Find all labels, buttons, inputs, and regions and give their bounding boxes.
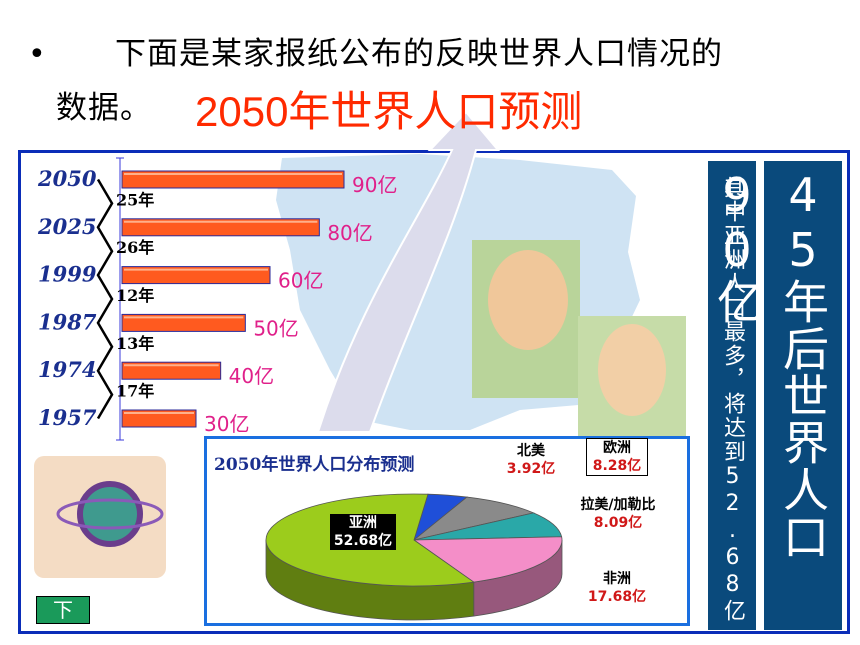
pie-slice-拉美/加勒比 [413, 512, 563, 541]
interval-label-4: 13年 [116, 334, 154, 353]
globe-icon [77, 481, 143, 547]
category-label-2050: 2050 [37, 166, 97, 191]
category-label-1987: 1987 [38, 309, 97, 334]
intro-text-line1: 下面是某家报纸公布的反映世界人口情况的 [115, 36, 723, 72]
bar-1999 [121, 266, 271, 285]
pie-label-name: 北美 [517, 443, 545, 459]
pie-label-value: 3.92亿 [506, 461, 556, 477]
pie-label-欧洲: 欧洲 8.28亿 [586, 438, 648, 476]
pie-chart-title: 2050年世界人口分布预测 [214, 455, 415, 475]
pie-slice-非洲 [412, 536, 563, 583]
category-label-1957: 1957 [38, 405, 97, 430]
slide-title: 2050年世界人口预测 [195, 88, 583, 135]
interval-zigzag [96, 178, 114, 420]
category-label-1999: 1999 [38, 262, 97, 287]
side-note-large: 45年后世界人口90亿 [710, 168, 830, 560]
side-note-panel-small [708, 161, 756, 630]
pie-label-value: 8.09亿 [593, 515, 643, 531]
pie-label-拉美/加勒比: 拉美/加勒比 8.09亿 [578, 496, 658, 532]
value-label-1957: 30亿 [204, 412, 249, 436]
bar-2050 [121, 170, 345, 189]
baby-body-2 [598, 324, 666, 416]
bar-1987 [121, 313, 246, 332]
pie-label-value: 8.28亿 [592, 458, 642, 474]
pie-label-value: 17.68亿 [587, 589, 647, 605]
interval-label-1: 25年 [116, 190, 154, 209]
pie-label-name: 拉美/加勒比 [580, 497, 656, 513]
side-note-small: 其中亚洲人口最多，将达到52.68亿 [720, 176, 745, 623]
pie-label-name: 欧洲 [603, 440, 631, 456]
interval-label-5: 17年 [116, 382, 154, 401]
intro-text-line2: 数据。 [56, 90, 152, 126]
bar-2025 [121, 218, 320, 237]
pie-label-name: 非洲 [603, 571, 631, 587]
bar-1957 [121, 409, 197, 428]
bullet-point: • [28, 37, 46, 72]
population-bar-chart: 2050 90亿 2025 80亿 1999 60亿 1987 50亿 1974 40亿 1957 3… [37, 157, 397, 441]
pie-chart [265, 493, 563, 621]
value-label-1987: 50亿 [253, 316, 298, 340]
pie-label-value: 52.68亿 [333, 533, 393, 549]
category-label-2025: 2025 [37, 214, 96, 239]
pie-label-北美: 北美 3.92亿 [502, 442, 560, 478]
growth-arrow [316, 110, 501, 433]
next-button[interactable]: 下 [36, 596, 90, 624]
value-label-1974: 40亿 [229, 364, 274, 388]
category-label-1974: 1974 [38, 357, 96, 382]
baby-body-1 [488, 250, 568, 350]
bar-1974 [121, 361, 222, 380]
side-note-panel-large [764, 161, 842, 630]
value-label-2025: 80亿 [327, 221, 372, 245]
pie-slice-欧洲 [413, 496, 535, 541]
interval-label-2: 26年 [116, 238, 154, 257]
value-label-2050: 90亿 [352, 173, 397, 197]
pie-label-亚洲: 亚洲 52.68亿 [330, 514, 396, 550]
pie-label-name: 亚洲 [349, 515, 377, 531]
interval-label-3: 12年 [116, 286, 154, 305]
value-label-1999: 60亿 [278, 269, 323, 293]
pie-label-非洲: 非洲 17.68亿 [584, 570, 650, 606]
